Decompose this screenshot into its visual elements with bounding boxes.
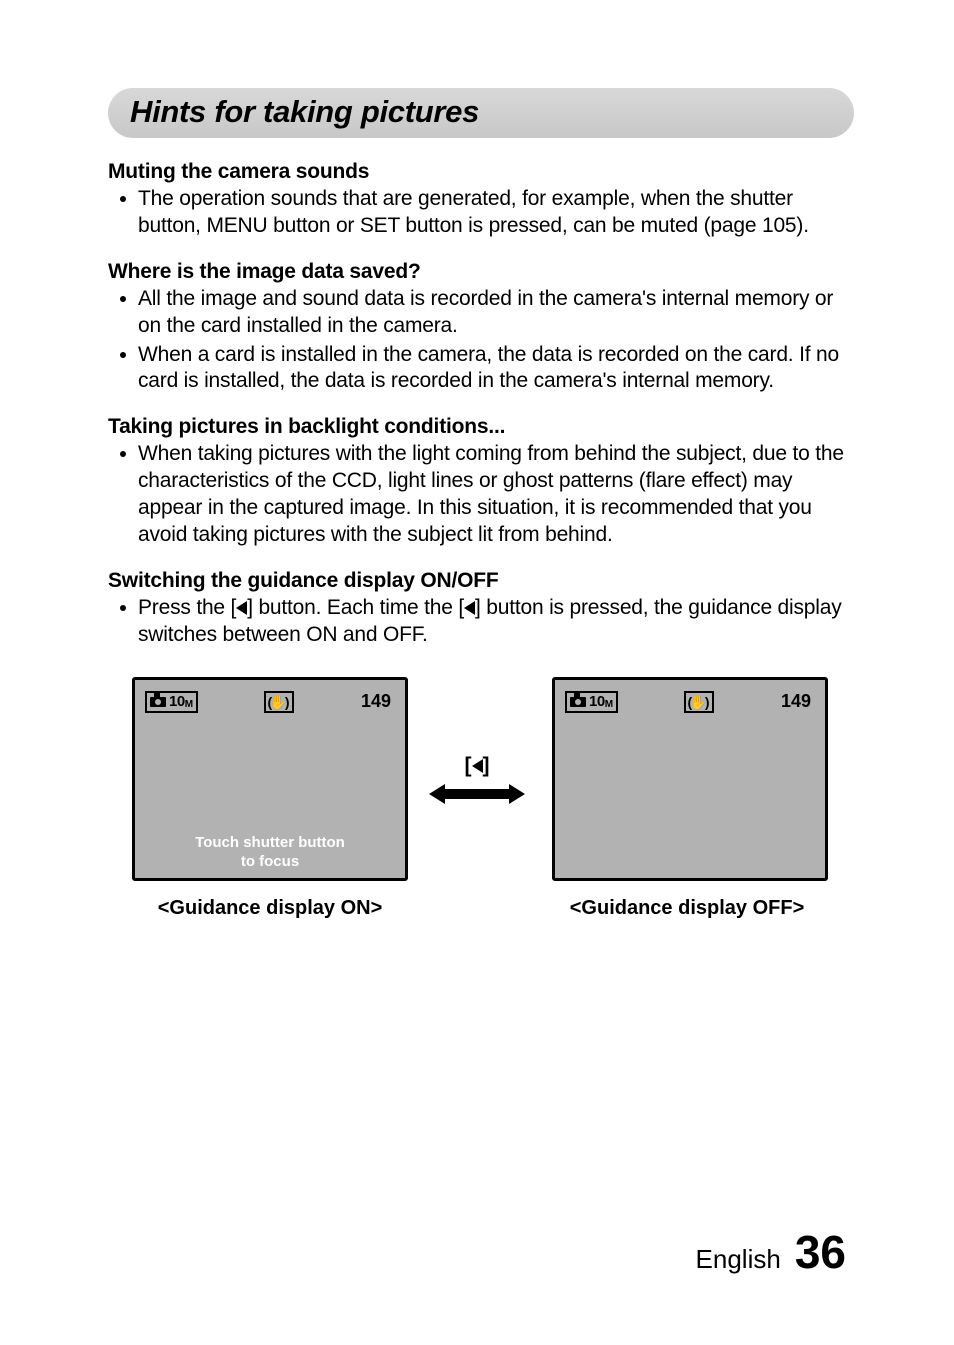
paren-right-icon: ) — [705, 694, 710, 710]
lcd-status-bar: 10M ( ✋ ) 149 — [135, 680, 405, 716]
section-guidance: Switching the guidance display ON/OFF Pr… — [108, 569, 854, 649]
bullet-item: When taking pictures with the light comi… — [138, 441, 854, 549]
shots-remaining: 149 — [781, 691, 815, 712]
lcd-status-bar: 10M ( ✋ ) 149 — [555, 680, 825, 716]
caption-gap — [408, 897, 546, 920]
camera-mode-badge: 10M — [565, 691, 618, 713]
caption-row: <Guidance display ON> <Guidance display … — [108, 897, 854, 920]
camera-icon — [570, 697, 586, 707]
page-footer: English 36 — [696, 1225, 846, 1279]
guidance-line-1: Touch shutter button — [135, 834, 405, 853]
page-number: 36 — [795, 1225, 846, 1279]
paren-left-icon: ( — [268, 694, 273, 710]
section-where-saved: Where is the image data saved? All the i… — [108, 260, 854, 396]
bullet-item: All the image and sound data is recorded… — [138, 286, 854, 340]
caption-guidance-on: <Guidance display ON> — [132, 897, 408, 920]
bullet-list: All the image and sound data is recorded… — [108, 286, 854, 396]
resolution-label: 10M — [589, 693, 613, 710]
section-title: Hints for taking pictures — [130, 94, 832, 130]
bullet-list: The operation sounds that are generated,… — [108, 186, 854, 240]
bullet-list: When taking pictures with the light comi… — [108, 441, 854, 549]
lcd-screen-guidance-on: 10M ( ✋ ) 149 Touch shutter button to fo… — [132, 677, 408, 881]
double-arrow-icon — [429, 784, 525, 804]
left-arrow-icon — [472, 759, 483, 773]
heading-guidance: Switching the guidance display ON/OFF — [108, 569, 854, 593]
arrow-left-head-icon — [429, 784, 445, 804]
language-label: English — [696, 1244, 781, 1275]
toggle-indicator: [] — [408, 677, 546, 881]
lcd-screen-guidance-off: 10M ( ✋ ) 149 — [552, 677, 828, 881]
bracket-close: ] — [483, 754, 490, 777]
text-fragment: Press the [ — [138, 596, 236, 619]
button-label: [] — [465, 754, 490, 778]
figure-row: 10M ( ✋ ) 149 Touch shutter button to fo… — [108, 677, 854, 881]
caption-guidance-off: <Guidance display OFF> — [546, 897, 828, 920]
guidance-text: Touch shutter button to focus — [135, 834, 405, 872]
heading-backlight: Taking pictures in backlight conditions.… — [108, 415, 854, 439]
left-arrow-icon — [464, 601, 475, 615]
left-arrow-icon — [236, 601, 247, 615]
section-muting: Muting the camera sounds The operation s… — [108, 160, 854, 240]
section-backlight: Taking pictures in backlight conditions.… — [108, 415, 854, 549]
shots-remaining: 149 — [361, 691, 395, 712]
bullet-item: When a card is installed in the camera, … — [138, 342, 854, 396]
arrow-bar — [445, 789, 509, 799]
arrow-right-head-icon — [509, 784, 525, 804]
section-title-bar: Hints for taking pictures — [108, 88, 854, 138]
bracket-open: [ — [465, 754, 472, 777]
camera-mode-badge: 10M — [145, 691, 198, 713]
heading-muting: Muting the camera sounds — [108, 160, 854, 184]
guidance-line-2: to focus — [135, 853, 405, 872]
stabilizer-badge: ( ✋ ) — [684, 691, 714, 713]
paren-left-icon: ( — [688, 694, 693, 710]
bullet-item: Press the [] button. Each time the [] bu… — [138, 595, 854, 649]
paren-right-icon: ) — [285, 694, 290, 710]
heading-where-saved: Where is the image data saved? — [108, 260, 854, 284]
manual-page: Hints for taking pictures Muting the cam… — [0, 0, 954, 1345]
bullet-item: The operation sounds that are generated,… — [138, 186, 854, 240]
resolution-label: 10M — [169, 693, 193, 710]
bullet-list: Press the [] button. Each time the [] bu… — [108, 595, 854, 649]
text-fragment: ] button. Each time the [ — [247, 596, 464, 619]
camera-icon — [150, 697, 166, 707]
stabilizer-badge: ( ✋ ) — [264, 691, 294, 713]
